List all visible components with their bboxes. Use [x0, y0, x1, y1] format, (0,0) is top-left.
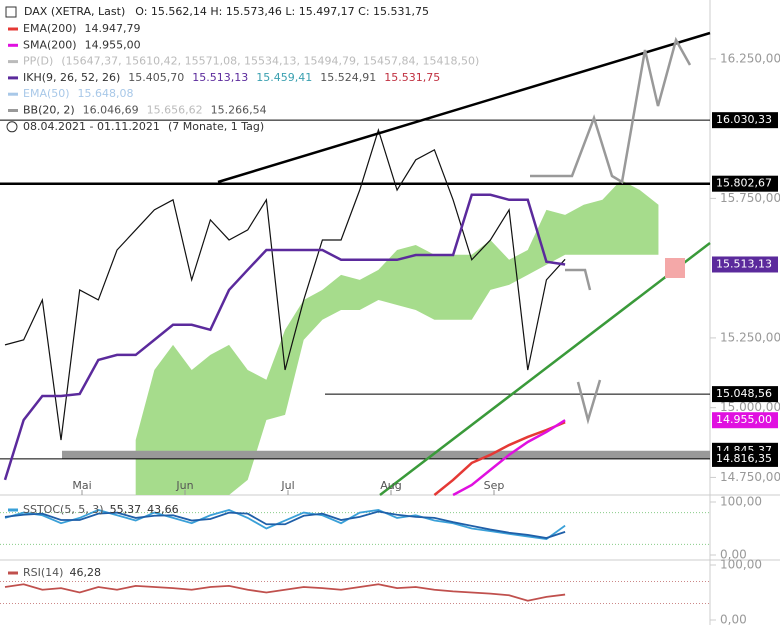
series-line — [3, 193, 566, 481]
date-range-text: 08.04.2021 - 01.11.2021 — [23, 120, 160, 133]
legend-icon — [5, 6, 17, 18]
legend: DAX (XETRA, Last) O: 15.562,14 H: 15.573,… — [5, 5, 479, 133]
x-tick-label: Jul — [280, 479, 294, 492]
legend-value: 15.266,54 — [211, 104, 267, 117]
price-label-box — [712, 450, 778, 467]
y-tick-label: 0,00 — [720, 613, 747, 625]
projection — [576, 379, 602, 425]
date-span: (7 Monate, 1 Tag) — [168, 120, 264, 133]
trendline — [379, 242, 711, 496]
price-label: 14.816,35 — [716, 452, 772, 465]
legend-label: SMA(200) — [23, 38, 77, 51]
series-line — [433, 421, 566, 496]
cloud-layer — [135, 179, 659, 495]
legend-entry: EMA(50) 15.648,08 — [23, 87, 134, 100]
projection — [530, 36, 692, 185]
series-line — [4, 583, 566, 602]
legend-value: 14.947,79 — [85, 22, 141, 35]
legend-value: 15.531,75 — [384, 71, 440, 84]
price-axis: 16.250,00 15.750,00 15.250,00 15.000,00 14.7… — [72, 51, 780, 495]
price-label-box — [712, 256, 778, 273]
y-tick-label: 0,00 — [720, 548, 747, 562]
x-tick-label: Mai — [72, 479, 91, 492]
legend-value: 15.513,13 — [192, 71, 248, 84]
symbol: DAX (XETRA, Last) — [24, 5, 125, 18]
legend-entry: PP(D) (15647,37, 15610,42, 15571,08, 1553… — [23, 55, 479, 68]
x-tick-label: Jun — [175, 479, 193, 492]
legend-value: 16.046,69 — [83, 104, 139, 117]
price-label-box — [712, 386, 778, 403]
y-tick-label: 14.750,00 — [720, 470, 780, 484]
legend-value: 15.648,08 — [78, 87, 134, 100]
legend-entry: BB(20, 2) 16.046,69 15.656,62 15.266,54 — [23, 104, 267, 117]
legend-value: 14.955,00 — [85, 38, 141, 51]
main-layer — [0, 119, 710, 497]
legend-label: BB(20, 2) — [23, 104, 75, 117]
x-tick-label: Sep — [484, 479, 505, 492]
series-line — [452, 419, 566, 497]
panel-legend: SSTOC(5, 5, 3) 55,37 43,66 — [23, 503, 179, 516]
legend-label: EMA(200) — [23, 22, 77, 35]
price-label: 16.030,33 — [716, 113, 772, 126]
legend-value: 15.459,41 — [256, 71, 312, 84]
y-tick-label: 100,00 — [720, 495, 762, 509]
y-tick-label: 15.000,00 — [720, 400, 780, 414]
legend-value: (15647,37, 15610,42, 15571,08, 15534,13,… — [61, 55, 479, 68]
series-line — [4, 508, 566, 541]
price-label-box — [712, 412, 778, 429]
panel-label: SSTOC(5, 5, 3) — [23, 503, 104, 516]
marker-box — [665, 258, 685, 278]
x-tick-label: Aug — [380, 479, 401, 492]
trendline — [217, 31, 711, 184]
panel-legend: RSI(14) 46,28 — [23, 566, 101, 579]
ohlc: O: 15.562,14 H: 15.573,46 L: 15.497,17 C… — [135, 5, 429, 18]
legend-value: 15.405,70 — [128, 71, 184, 84]
price-label-box — [712, 175, 778, 192]
y-tick-label: 100,00 — [720, 558, 762, 572]
ichimoku-cloud — [135, 179, 659, 495]
price-label: 15.802,67 — [716, 177, 772, 190]
legend-entry: IKH(9, 26, 52, 26) 15.405,70 15.513,13 15.4… — [23, 71, 440, 84]
clock-icon — [6, 121, 18, 133]
price-label: 15.513,13 — [716, 257, 772, 270]
legend-entry: EMA(200) 14.947,79 — [23, 22, 141, 35]
panel-value: 43,66 — [147, 503, 179, 516]
panel-label: RSI(14) — [23, 566, 63, 579]
legend-value: 15.656,62 — [147, 104, 203, 117]
legend-label: PP(D) — [23, 55, 53, 68]
y-tick-label: 15.750,00 — [720, 191, 780, 205]
price-label: 15.048,56 — [716, 387, 772, 400]
panel-value: 55,37 — [110, 503, 142, 516]
legend-label: EMA(50) — [23, 87, 70, 100]
y-tick-label: 16.250,00 — [720, 51, 780, 65]
price-label-box — [712, 112, 778, 129]
projection — [565, 268, 592, 291]
legend-title: DAX (XETRA, Last) O: 15.562,14 H: 15.573,… — [24, 5, 429, 18]
series-line — [4, 510, 566, 539]
legend-label: IKH(9, 26, 52, 26) — [23, 71, 120, 84]
date-range: 08.04.2021 - 01.11.2021 (7 Monate, 1 Tag) — [23, 120, 264, 133]
price-label: 14.955,00 — [716, 413, 772, 426]
legend-entry: SMA(200) 14.955,00 — [23, 38, 141, 51]
series-line — [4, 128, 566, 441]
y-tick-label: 15.250,00 — [720, 330, 780, 344]
legend-value: 15.524,91 — [320, 71, 376, 84]
panel-value: 46,28 — [69, 566, 101, 579]
